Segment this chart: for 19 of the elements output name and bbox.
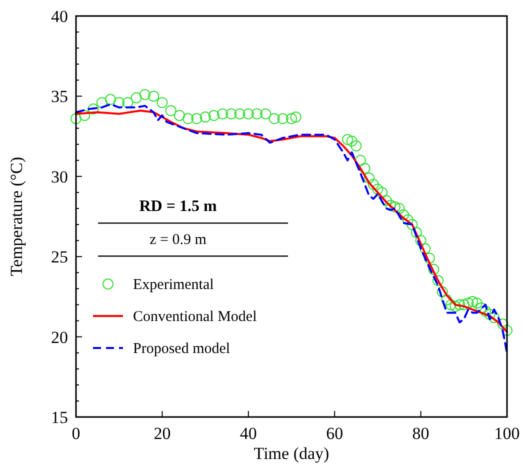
x-tick-label: 40 xyxy=(240,424,257,443)
y-tick-label: 25 xyxy=(51,248,68,267)
y-tick-label: 30 xyxy=(51,167,68,186)
x-axis-title: Time (day) xyxy=(254,444,330,463)
legend-label: Experimental xyxy=(133,277,214,293)
legend-label: Conventional Model xyxy=(133,309,257,325)
y-tick-label: 35 xyxy=(51,87,68,106)
legend-label: Proposed model xyxy=(133,341,230,357)
annotation: z = 0.9 m xyxy=(150,232,207,248)
y-tick-label: 40 xyxy=(51,7,68,26)
x-tick-label: 60 xyxy=(326,424,344,443)
x-tick-label: 0 xyxy=(72,424,80,443)
legend-title: RD = 1.5 m xyxy=(139,198,218,215)
y-axis-title: Temperature (°C) xyxy=(7,156,26,276)
x-tick-label: 100 xyxy=(494,424,520,443)
x-tick-label: 80 xyxy=(412,424,430,443)
y-tick-label: 20 xyxy=(51,328,68,347)
y-tick-label: 15 xyxy=(51,408,68,427)
x-tick-label: 20 xyxy=(154,424,171,443)
